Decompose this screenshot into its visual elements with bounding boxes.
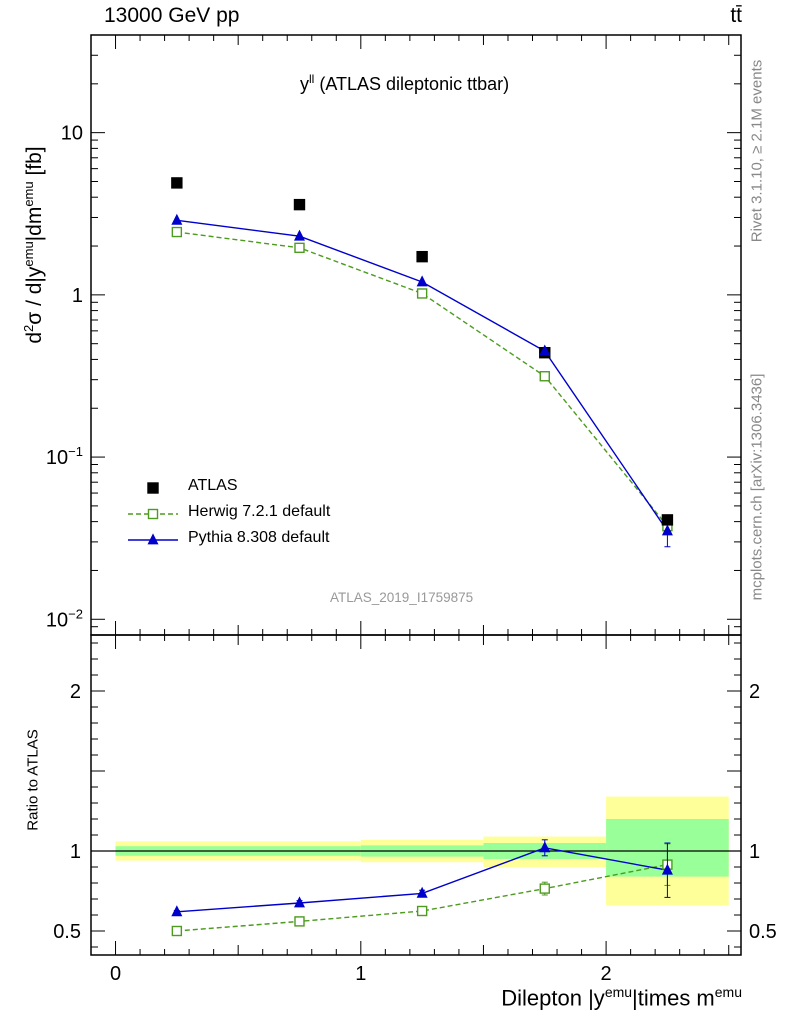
atlas-point-0 [171, 177, 183, 189]
pythia-point-2 [416, 275, 428, 287]
ratio-x-tick-label-1: 1 [355, 963, 366, 985]
ratio-plot-frame: 0 1 2 0.5 0.5 1 1 2 2 [53, 634, 777, 985]
pythia-ratio-point-3 [539, 841, 551, 853]
ratio-x-tick-label-2: 2 [601, 963, 612, 985]
rivet-version-label: Rivet 3.1.10, ≥ 2.1M events [748, 59, 766, 243]
pythia-ratio-point-2 [416, 886, 428, 898]
atlas-point-1 [293, 198, 306, 211]
herwig-ratio-line [176, 863, 668, 932]
pythia-point-0 [171, 213, 183, 225]
herwig-point-3 [539, 371, 550, 382]
pythia-line [176, 219, 668, 532]
herwig-ratio-point-1 [294, 916, 305, 927]
legend-label-herwig: Herwig 7.2.1 default [188, 503, 331, 520]
main-y-tick-label-1: 10−1 [46, 444, 83, 469]
ratio-y-tick-label-1: 1 [70, 841, 81, 863]
herwig-point-2 [416, 288, 428, 299]
legend-marker-herwig [147, 508, 159, 520]
atlas-point-2 [416, 250, 428, 263]
pythia-ratio-point-0 [171, 905, 183, 917]
collision-energy-label: 13000 GeV pp [104, 4, 240, 27]
pythia-point-3 [539, 344, 551, 356]
herwig-point-1 [294, 242, 305, 254]
pythia-point-4 [661, 524, 673, 536]
pythia-ratio-point-4 [661, 863, 673, 875]
plot-title: yll (ATLAS dileptonic ttbar) [300, 72, 510, 94]
main-y-axis-label: d2σ / d|yemu|dmemu [fb] [21, 146, 46, 344]
ratio-uncertainty-bands [91, 796, 741, 906]
herwig-ratio-point-2 [416, 905, 428, 917]
atlas-point-4 [661, 514, 674, 526]
main-plot-frame: 10−2 10−1 1 10 [46, 34, 742, 636]
pythia-point-1 [293, 229, 305, 241]
herwig-ratio-point-3 [539, 883, 550, 894]
ratio-x-tick-label-0: 0 [110, 963, 121, 985]
legend-marker-atlas [147, 482, 159, 494]
ratio-frame-border [90, 634, 742, 956]
main-y-tick-label-2: 1 [72, 285, 83, 307]
mcplots-reference-label: mcplots.cern.ch [arXiv:1306.3436] [748, 373, 766, 601]
herwig-point-0 [171, 226, 183, 238]
legend-label-pythia: Pythia 8.308 default [188, 529, 330, 546]
ratio-y-tick-label-right-0: 0.5 [749, 921, 777, 943]
pythia-ratio-point-1 [293, 896, 305, 908]
legend-marker-pythia [147, 533, 159, 545]
legend-markers [128, 482, 178, 545]
ratio-y-tick-label-0: 0.5 [53, 921, 81, 943]
legend-label-atlas: ATLAS [188, 477, 238, 494]
herwig-ratio-point-0 [171, 925, 183, 937]
herwig-line [176, 231, 668, 527]
ratio-y-tick-label-right-1: 1 [749, 841, 760, 863]
main-y-tick-label-0: 10−2 [46, 606, 83, 631]
x-axis-label: Dilepton |yemu|times memu [501, 984, 742, 1011]
ratio-y-tick-label-2: 2 [70, 681, 81, 703]
analysis-id-label: ATLAS_2019_I1759875 [330, 590, 474, 605]
main-y-tick-label-3: 10 [61, 123, 83, 145]
process-label: tt̄ [730, 4, 742, 27]
ratio-y-tick-label-right-2: 2 [749, 681, 760, 703]
ratio-y-axis-label: Ratio to ATLAS [24, 729, 42, 831]
